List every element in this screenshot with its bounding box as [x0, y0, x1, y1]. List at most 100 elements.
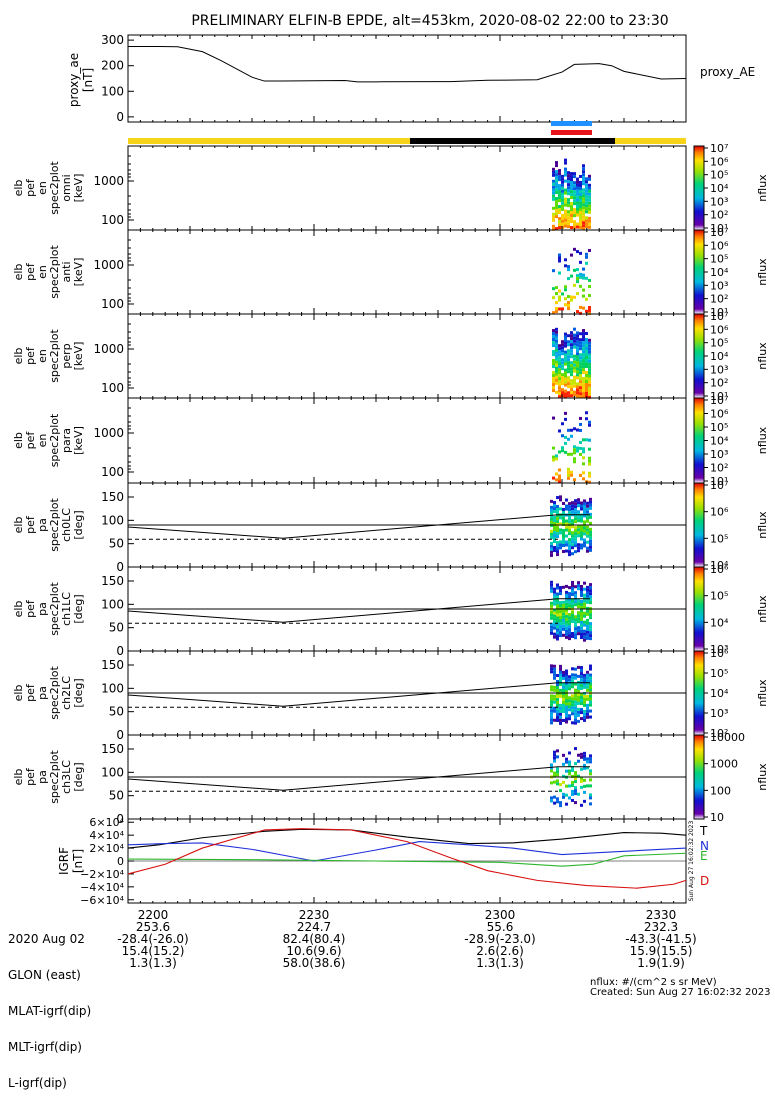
spectrogram-pixel [589, 694, 592, 698]
spectrogram-pixel [582, 173, 585, 177]
igrf-legend-D: D [700, 874, 709, 888]
spectrogram-pixel [582, 182, 585, 186]
spectrogram-pixel [564, 191, 567, 195]
spectrogram-pixel [562, 516, 565, 520]
spectrogram-pixel [550, 628, 553, 632]
spectrogram-pixel [583, 757, 586, 761]
spectrogram-pixel [588, 371, 591, 375]
spectrogram-pixel [562, 621, 565, 625]
spectrogram-pixel [555, 215, 558, 219]
spectrogram-pixel [564, 395, 567, 399]
colorbar-tick-label: 10⁵ [710, 169, 728, 182]
spectrogram-pixel [576, 207, 579, 211]
spectrogram-pixel [574, 633, 577, 637]
spectrogram-panel-2: 1000100elbpefenspec2plotanti[keV]10⁷10⁶1… [12, 226, 769, 319]
spectrogram-pixel [565, 620, 568, 624]
spectrogram-pixel [589, 769, 592, 773]
spectrogram-pixel [582, 206, 585, 210]
spectrogram-pixel [588, 462, 591, 466]
spectrogram-pixel [553, 759, 556, 763]
spectrogram-pixel [570, 473, 573, 477]
spectrogram-pixel [555, 191, 558, 195]
spectrogram-pixel [561, 343, 564, 347]
spectrogram-pixel [580, 755, 583, 759]
spectrogram-pixel [580, 584, 583, 588]
spectrogram-pixel [570, 361, 573, 365]
igrf-y-tick-label: 2×10⁴ [89, 842, 124, 855]
spectrogram-pixel [580, 620, 583, 624]
spectrogram-pixel [568, 592, 571, 596]
colorbar-tick-label: 10⁶ [710, 506, 729, 519]
spectrogram-pixel [555, 351, 558, 355]
spectrogram-pixel [558, 347, 561, 351]
spectrogram-pixel [582, 267, 585, 271]
colorbar-tick-label: 10⁶ [710, 647, 729, 660]
spectrogram-pixel [583, 751, 586, 755]
ephemeris-value: 232.3 [643, 920, 679, 934]
colorbar-tick-label: 10⁷ [710, 142, 728, 155]
spectrogram-ylabel-1: elbpefenspec2plotomni[keV] [12, 161, 85, 215]
spectrogram-panels: 1000100elbpefenspec2plotomni[keV]10⁷10⁶1… [12, 142, 769, 826]
spectrogram-pixel [568, 625, 571, 629]
spectrogram-pixel [574, 630, 577, 634]
ephemeris-value: 15.4(15.2) [121, 944, 185, 958]
colorbar-tick-label: 10⁷ [710, 479, 728, 492]
spectrogram-pixel [555, 227, 558, 231]
spectrogram-y-tick-label: 150 [101, 574, 124, 588]
spectrogram-pixel [585, 276, 588, 280]
spectrogram-pixel [585, 358, 588, 362]
spectrogram-pixel [582, 471, 585, 475]
spectrogram-pixel [577, 674, 580, 678]
spectrogram-pixel [556, 694, 559, 698]
spectrogram-pixel [571, 537, 574, 541]
spectrogram-pixel [562, 537, 565, 541]
colorbar-tick-label: 10⁴ [710, 616, 729, 629]
spectrogram-pixel [577, 534, 580, 538]
spectrogram-pixel [565, 584, 568, 588]
spectrogram-pixel [558, 271, 561, 275]
spectrogram-pixel [574, 721, 577, 725]
spectrogram-pixel [582, 447, 585, 451]
spectrogram-pixel [564, 218, 567, 222]
spectrogram-pixel [555, 209, 558, 213]
spectrogram-pixel [555, 212, 558, 216]
ephemeris-value: -28.4(-26.0) [117, 932, 189, 946]
spectrogram-pixel [570, 370, 573, 374]
spectrogram-pixel [553, 614, 556, 618]
spectrogram-pixel [559, 804, 562, 808]
spectrogram-pixel [564, 170, 567, 174]
spectrogram-pixel [556, 749, 559, 753]
spectrogram-pixel [561, 177, 564, 181]
spectrogram-pixel [579, 395, 582, 399]
spectrogram-pixel [564, 203, 567, 207]
spectrogram-pixel [576, 364, 579, 368]
spectrogram-pixel [564, 341, 567, 345]
spectrogram-pixel [558, 353, 561, 357]
spectrogram-pixel [585, 204, 588, 208]
spectrogram-pixel [588, 474, 591, 478]
spectrogram-pixel [558, 226, 561, 230]
spectrogram-pixel [562, 627, 565, 631]
spectrogram-pixel [552, 329, 555, 333]
spectrogram-pixel [564, 377, 567, 381]
ephemeris-value: 2300 [484, 908, 516, 922]
spectrogram-pixel [585, 340, 588, 344]
spectrogram-pixel [582, 167, 585, 171]
spectrogram-pixel [582, 389, 585, 393]
spectrogram-pixel [576, 331, 579, 335]
colorbar-tick-label: 10⁶ [710, 239, 729, 252]
spectrogram-pixel [552, 185, 555, 189]
spectrogram-pixel [558, 187, 561, 191]
spectrogram-pixel [559, 625, 562, 629]
spectrogram-pixel [573, 384, 576, 388]
spectrogram-pixel [564, 417, 567, 421]
spectrogram-pixel [579, 189, 582, 193]
spectrogram-pixel [562, 519, 565, 523]
spectrogram-pixel [582, 194, 585, 198]
spectrogram-pixel [570, 340, 573, 344]
spectrogram-pixel [565, 760, 568, 764]
spectrogram-pixel [565, 614, 568, 618]
ephemeris-labels: 2020 Aug 02 GLON (east) MLAT-igrf(dip) M… [8, 909, 91, 1113]
colorbar-tick-label: 10¹ [710, 222, 728, 235]
spectrogram-panel-5: 150 100 50 0 elbpefpaspec2plotch0LC[deg] 10⁷ 1… [12, 479, 769, 574]
